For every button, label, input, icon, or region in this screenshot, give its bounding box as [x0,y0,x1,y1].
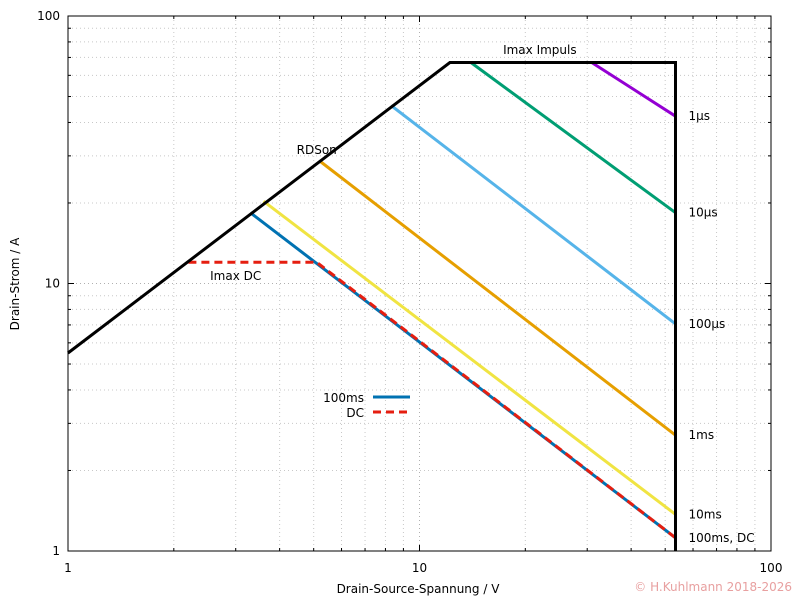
y-axis-label: Drain-Strom / A [8,237,22,330]
annotation-label: Imax DC [210,269,261,283]
soa-boundary-line [67,61,677,551]
chart-labels: Imax Impuls RDSon Imax DC 1µs 10µs 100µs 1ms 10… [210,43,754,545]
series-line-DC [188,260,677,539]
axis-ticks: 1 10 100 1 10 100 [37,9,782,575]
grid [68,16,771,551]
y-tick-label: 100 [37,9,60,23]
copyright-notice: © H.Kuhlmann 2018-2026 [634,580,792,594]
series-end-label: 1ms [689,428,715,442]
series-end-label: 10ms [689,507,722,521]
y-tick-label: 10 [45,277,60,291]
y-tick-label: 1 [52,544,60,558]
x-axis-label: Drain-Source-Spannung / V [337,582,501,596]
series-end-label: 1µs [689,109,711,123]
series-line-1ms [318,159,677,437]
annotation-label: RDSon [297,143,337,157]
series-line-100s [390,104,677,326]
series-lines [67,61,677,551]
annotation-label: Imax Impuls [503,43,577,57]
series-end-label: 100µs [689,317,726,331]
series-line-10s [470,61,677,214]
legend-label: DC [346,406,364,420]
x-tick-label: 1 [64,561,72,575]
series-end-label: 10µs [689,206,718,220]
series-end-label: 100ms, DC [689,531,755,545]
legend-label: 100ms [323,391,364,405]
plot-frame [67,15,772,552]
series-line-10ms [262,200,677,516]
x-tick-label: 10 [412,561,427,575]
series-line-1s [590,61,677,118]
x-tick-label: 100 [760,561,783,575]
